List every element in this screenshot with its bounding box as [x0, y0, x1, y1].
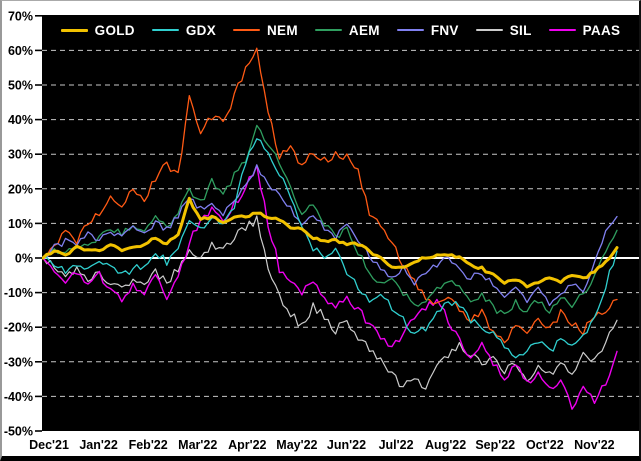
series-line-FNV — [42, 164, 618, 307]
y-tick-label: 60% — [8, 44, 33, 58]
y-tick-label: -50% — [4, 425, 33, 439]
x-tick-label: Mar'22 — [178, 438, 217, 452]
x-tick-label: Sep'22 — [475, 438, 515, 452]
y-tick-label: -40% — [4, 390, 33, 404]
series-line-GOLD — [42, 196, 619, 289]
y-tick-label: 30% — [8, 148, 33, 162]
x-tick-label: Dec'21 — [29, 438, 69, 452]
y-tick-label: 10% — [8, 217, 33, 231]
y-tick-label: 0% — [15, 252, 33, 266]
x-tick-label: Nov'22 — [574, 438, 615, 452]
x-tick-label: Feb'22 — [129, 438, 168, 452]
y-tick-label: 50% — [8, 79, 33, 93]
x-tick-label: Oct'22 — [526, 438, 564, 452]
x-tick-label: May'22 — [276, 438, 317, 452]
y-tick-label: 70% — [8, 9, 33, 23]
x-tick-label: Apr'22 — [228, 438, 266, 452]
series-line-PAAS — [42, 164, 618, 410]
y-tick-label: -20% — [4, 321, 33, 335]
y-tick-label: 40% — [8, 113, 33, 127]
series-line-AEM — [42, 124, 618, 315]
y-tick-label: -10% — [4, 286, 33, 300]
series-line-GDX — [42, 138, 618, 359]
y-tick-label: 20% — [8, 182, 33, 196]
x-tick-label: Jan'22 — [79, 438, 117, 452]
x-tick-label: Jul'22 — [379, 438, 414, 452]
x-tick-label: Jun'22 — [327, 438, 366, 452]
x-tick-label: Aug'22 — [425, 438, 466, 452]
y-tick-label: -30% — [4, 355, 33, 369]
series-line-NEM — [42, 47, 618, 344]
